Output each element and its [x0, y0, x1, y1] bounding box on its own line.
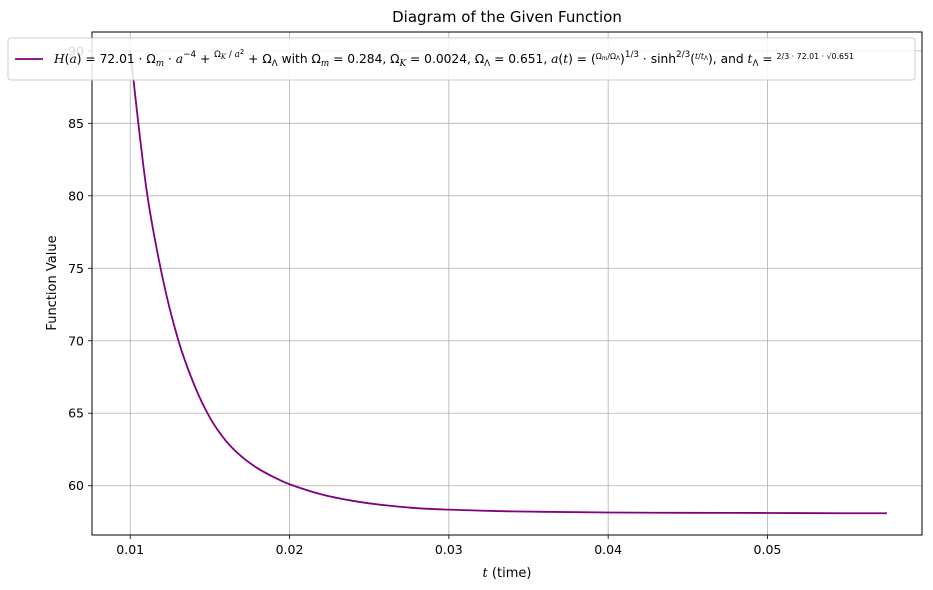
x-tick-label: 0.04: [594, 542, 622, 557]
y-tick-label: 70: [68, 333, 84, 348]
legend-box: [7, 37, 916, 81]
x-tick-label: 0.01: [116, 542, 144, 557]
y-tick-label: 80: [68, 188, 84, 203]
x-tick-label: 0.02: [276, 542, 304, 557]
chart-title: Diagram of the Given Function: [392, 8, 622, 26]
y-axis-label: Function Value: [45, 235, 60, 330]
y-tick-label: 65: [68, 406, 84, 421]
x-axis-label-text: (time): [492, 566, 532, 581]
x-tick-label: 0.05: [754, 542, 782, 557]
x-axis-label: t (time): [483, 566, 532, 581]
y-tick-label: 60: [68, 478, 84, 493]
legend-entry-label: H(a) = 72.01 · Ωm · a−4 + ΩK / a2 + ΩΛ w…: [53, 48, 854, 69]
series-line-H: [129, 50, 887, 515]
x-axis-label-var: t: [483, 566, 489, 581]
plot-frame: [91, 31, 923, 536]
x-axis: 0.01 0.02 0.03 0.04 0.05: [116, 535, 781, 557]
series-layer: [129, 50, 887, 515]
y-tick-label: 85: [68, 116, 84, 131]
x-tick-label: 0.03: [435, 542, 463, 557]
legend: H(a) = 72.01 · Ωm · a−4 + ΩK / a2 + ΩΛ w…: [7, 37, 916, 81]
y-tick-label: 75: [68, 261, 84, 276]
